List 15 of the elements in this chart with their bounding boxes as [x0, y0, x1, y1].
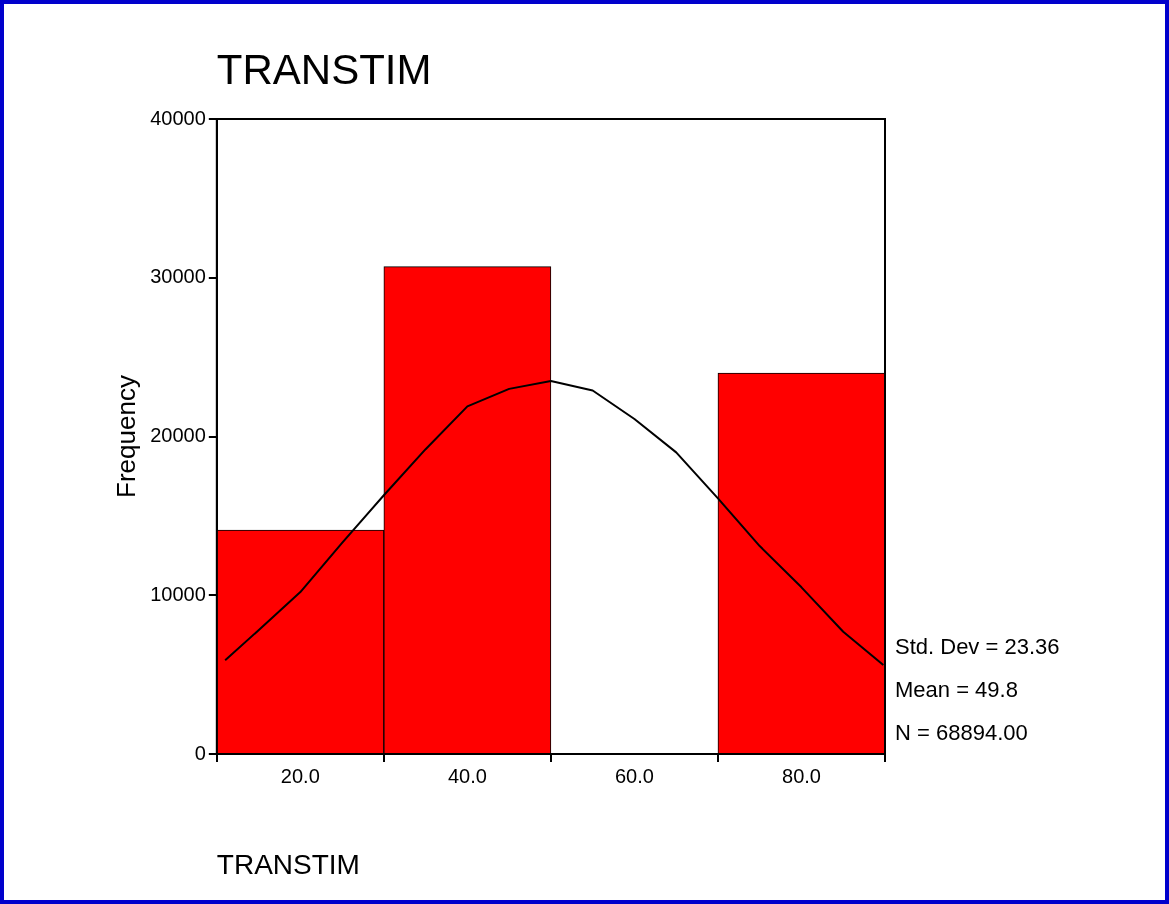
- x-tick-label: 40.0: [447, 764, 487, 787]
- x-tick-label: 20.0: [280, 764, 320, 787]
- text: N = 68894.00: [895, 720, 1028, 745]
- text: Mean = 49.8: [895, 677, 1018, 702]
- text: Std. Dev = 23.36: [895, 634, 1060, 659]
- x-tick-label: 60.0: [614, 764, 654, 787]
- y-tick-label: 40000: [150, 106, 206, 129]
- y-tick-label: 30000: [150, 265, 206, 288]
- y-tick-label: 0: [194, 741, 206, 764]
- y-tick-label: 20000: [150, 424, 206, 447]
- x-axis-title: TRANSTIM: [216, 849, 360, 880]
- x-tick-label: 80.0: [782, 764, 821, 787]
- chart-title: TRANSTIM: [216, 46, 432, 93]
- y-axis-title: Frequency: [110, 375, 141, 498]
- y-tick-label: 10000: [150, 582, 206, 605]
